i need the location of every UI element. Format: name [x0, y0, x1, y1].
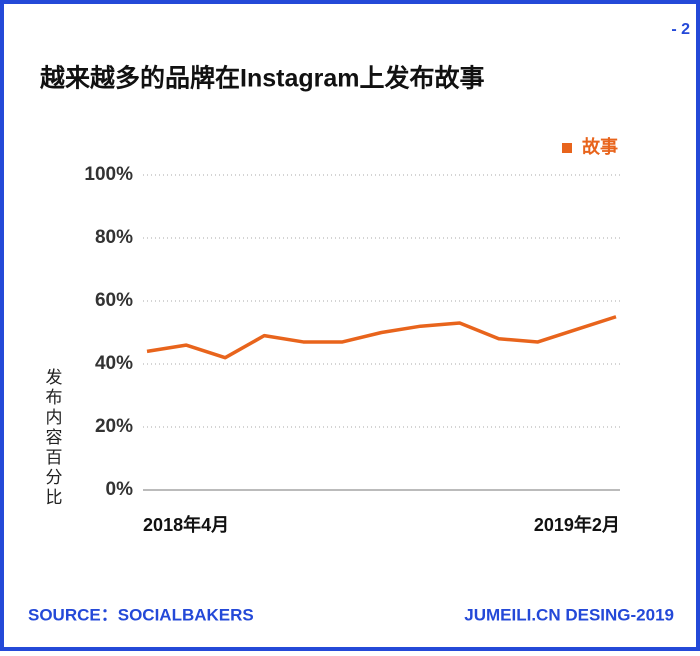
y-tick-label: 0%: [106, 479, 134, 500]
page-number: - 2: [671, 21, 690, 38]
y-axis-label: 发布内容百分比: [43, 368, 63, 508]
legend-swatch: [562, 143, 572, 153]
x-tick-label: 2019年2月: [534, 514, 620, 535]
data-line: [146, 315, 617, 360]
y-tick-label: 40%: [95, 353, 133, 374]
y-tick-label: 80%: [95, 227, 133, 248]
y-tick-label: 100%: [84, 164, 133, 185]
chart-title: 越来越多的品牌在Instagram上发布故事: [40, 64, 484, 93]
x-tick-label: 2018年4月: [143, 514, 229, 535]
footer-source: SOURCE：SOCIALBAKERS: [28, 605, 254, 624]
y-tick-label: 20%: [95, 416, 133, 437]
legend-label: 故事: [582, 136, 618, 157]
y-tick-label: 60%: [95, 290, 133, 311]
footer-credit: JUMEILI.CN DESING-2019: [464, 605, 674, 624]
